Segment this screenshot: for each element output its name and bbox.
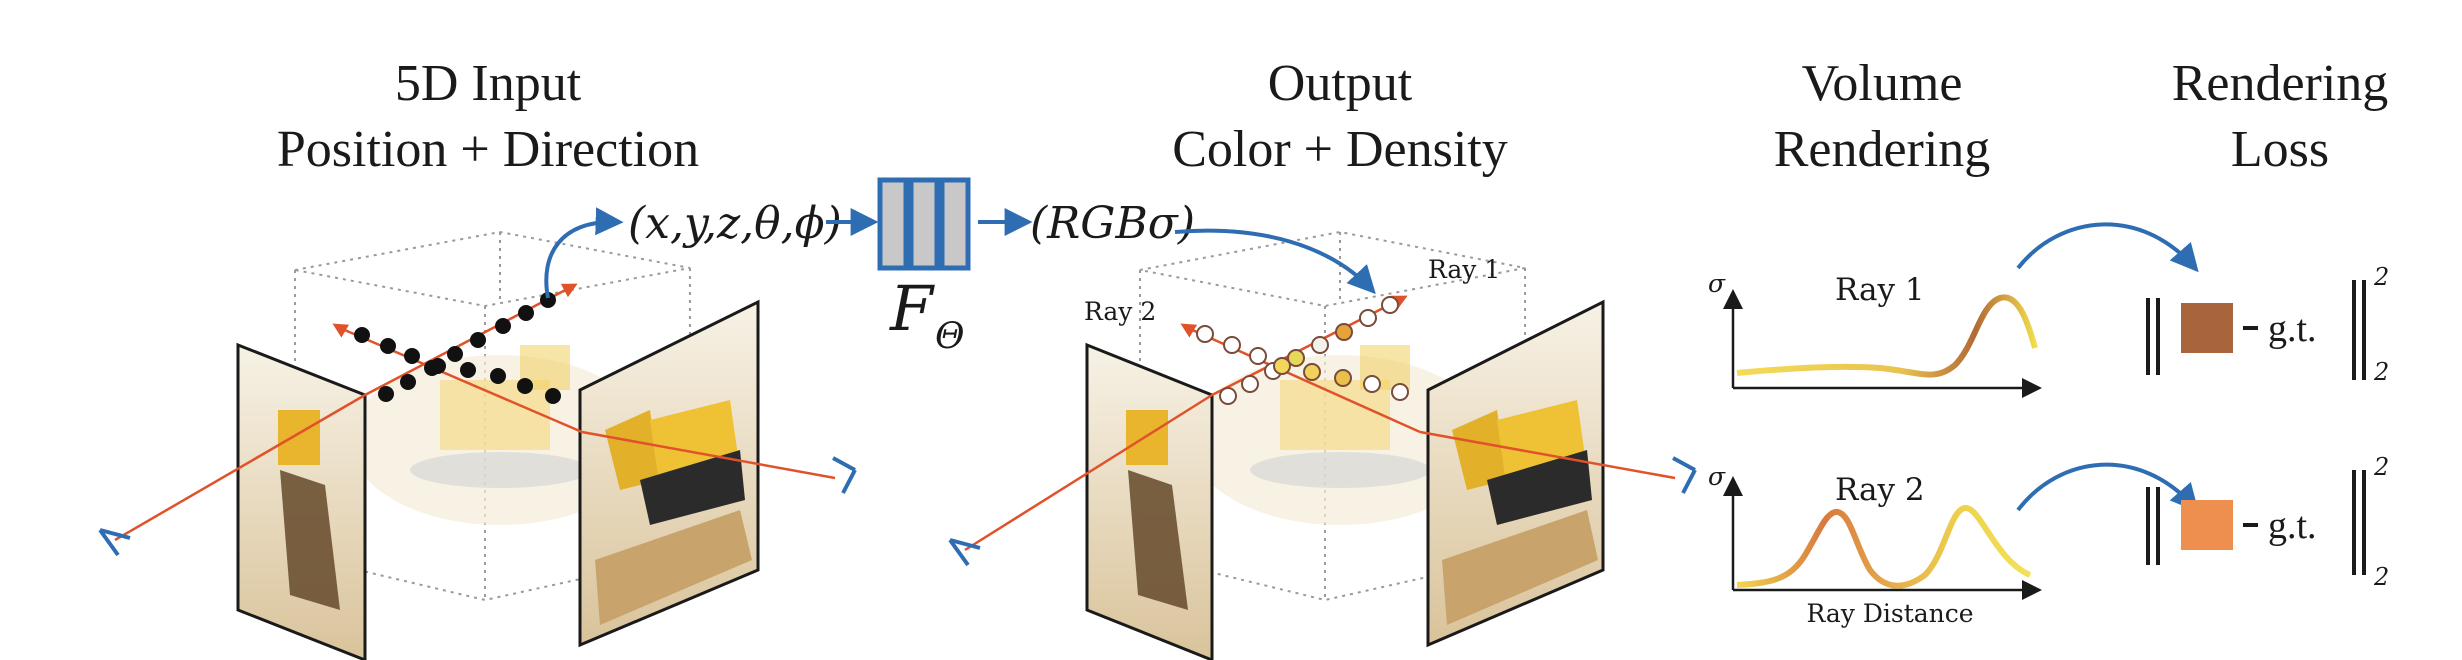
output-bulldozer-scene [1190, 345, 1490, 525]
network-subscript: Θ [935, 316, 965, 357]
network-block: (x,y,z,θ,ϕ) F Θ (RGBσ) [628, 177, 1195, 357]
output-title: Output [1268, 55, 1413, 112]
rendered-color-swatch [2181, 303, 2233, 353]
plot1-y-symbol: σ [1708, 269, 1726, 298]
loss-term-ray1: g.t. 2 2 [2146, 263, 2389, 386]
output-subtitle: Color + Density [1172, 121, 1508, 178]
section-titles: 5D Input Position + Direction Output Col… [277, 55, 2388, 178]
ray1-label: Ray 1 [1428, 255, 1500, 284]
norm-superscript-bottom: 2 [2373, 453, 2389, 481]
input-right-image-plane [578, 299, 760, 648]
norm-subscript-bottom: 2 [2373, 563, 2389, 591]
plot1-density-curve [1736, 294, 2038, 378]
ray2-label: Ray 2 [1084, 297, 1156, 326]
plot2-title: Ray 2 [1835, 472, 1925, 508]
norm-subscript-top: 2 [2373, 358, 2389, 386]
plot2-y-symbol: σ [1708, 462, 1726, 491]
input-left-image-plane [236, 342, 367, 660]
output-right-image-plane [1426, 299, 1605, 648]
output-left-image-plane [1085, 342, 1214, 660]
plot2-density-curve [1736, 505, 2032, 589]
plot2-x-label: Ray Distance [1806, 599, 1973, 628]
volume-title: Volume [1802, 55, 1963, 112]
input-bulldozer-scene [350, 345, 650, 525]
camera-eye-icon [948, 456, 1697, 567]
loss-terms: g.t. 2 2 g.t. 2 2 [2016, 222, 2389, 591]
input-sample-points [354, 292, 561, 404]
norm-superscript-top: 2 [2373, 263, 2389, 291]
plot-ray1: σ Ray 1 [1708, 269, 2042, 398]
output-tuple: (RGBσ) [1030, 198, 1195, 249]
loss-term-ray2: g.t. 2 2 [2146, 453, 2389, 591]
input-to-tuple-arrow [544, 207, 624, 299]
plot-ray2: σ Ray 2 Ray Distance [1708, 462, 2042, 628]
camera-eye-icon [98, 456, 857, 557]
gt-label-bottom: g.t. [2268, 505, 2317, 547]
output-scene: Ray 1 Ray 2 [948, 228, 1697, 660]
network-icon [877, 177, 971, 271]
loss-title: Rendering [2172, 55, 2389, 112]
output-tuple-to-scene-arrow [1174, 228, 1376, 295]
input-subtitle: Position + Direction [277, 121, 699, 178]
input-title: 5D Input [395, 55, 582, 112]
gt-label-top: g.t. [2268, 308, 2317, 350]
volume-subtitle: Rendering [1774, 121, 1991, 178]
loss-arrow-top [2016, 222, 2199, 273]
output-sample-points [1196, 296, 1409, 405]
loss-subtitle: Loss [2231, 121, 2329, 178]
plot1-title: Ray 1 [1835, 272, 1925, 308]
network-symbol: F [889, 272, 935, 345]
loss-arrow-bottom [2016, 462, 2199, 513]
rendered-color-swatch [2181, 500, 2233, 550]
input-scene [98, 207, 857, 660]
input-tuple: (x,y,z,θ,ϕ) [628, 198, 842, 249]
